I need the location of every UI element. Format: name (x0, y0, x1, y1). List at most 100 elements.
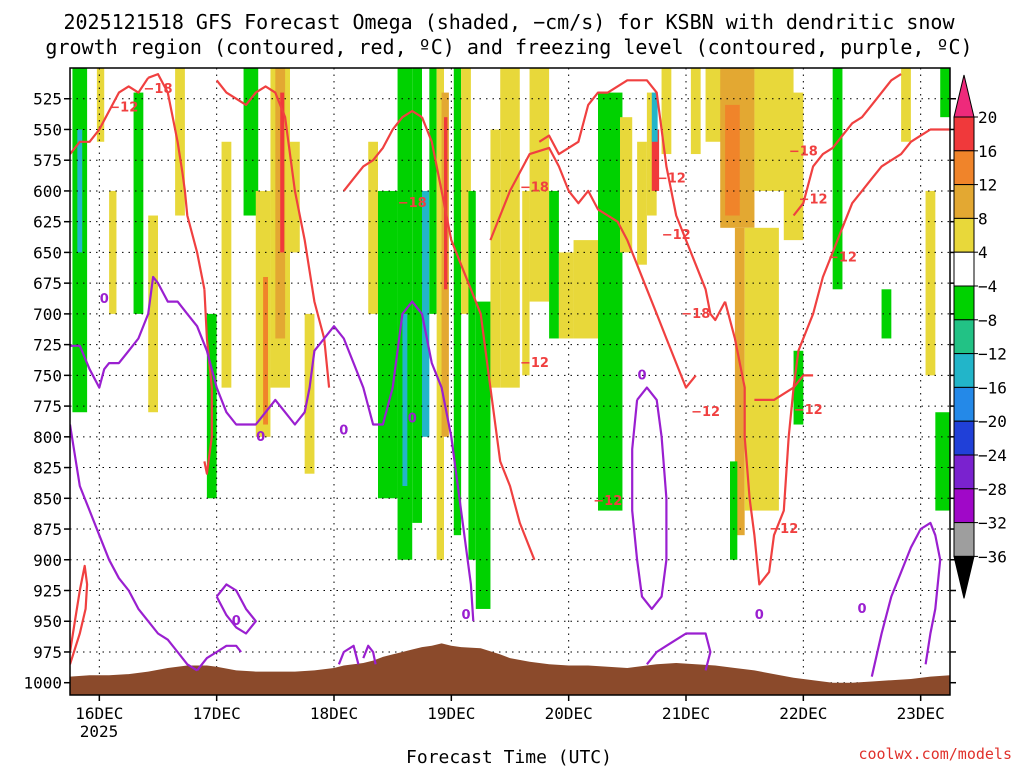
plot-frame (69, 67, 951, 696)
x-tick-label-7: 23DEC (897, 704, 945, 723)
omega-cell-1 (77, 129, 83, 253)
omega-cell-22 (422, 190, 430, 437)
colorbar-swatch-7 (953, 353, 975, 388)
freezing-contour-1 (70, 424, 198, 672)
freezing-label-7: 0 (755, 608, 764, 623)
year-label: 2025 (80, 722, 119, 741)
omega-cell-26 (444, 117, 448, 290)
omega-cell-15 (290, 141, 300, 253)
omega-cell-44 (661, 68, 672, 155)
dgz-label-9: −12 (691, 405, 720, 420)
grid-lines (70, 68, 950, 695)
y-axis: 525 550 575 600 625 650 675 700 725 750 775 800 825 8… (23, 90, 956, 693)
dgz-label-14: −12 (828, 250, 857, 265)
omega-cell-8 (221, 141, 232, 388)
dgz-label-1: −18 (144, 82, 173, 97)
dgz-label-2: −18 (398, 196, 427, 211)
colorbar-label-1: 16 (978, 142, 997, 161)
y-tick-label-17: 950 (33, 612, 62, 631)
colorbar-label-12: −32 (978, 514, 1007, 533)
freezing-label-6: 0 (637, 368, 646, 383)
omega-cell-5 (148, 215, 158, 413)
y-tick-label-0: 525 (33, 90, 62, 109)
dgz-contour-12 (792, 73, 902, 217)
omega-cell-10 (255, 190, 271, 437)
omega-cell-2 (96, 68, 105, 142)
omega-cell-39 (620, 117, 633, 253)
omega-cell-27 (453, 68, 462, 536)
x-tick-label-3: 19DEC (427, 704, 475, 723)
x-tick-label-1: 17DEC (193, 704, 241, 723)
omega-cell-17 (368, 141, 378, 314)
colorbar-swatch-11 (953, 488, 975, 524)
y-tick-label-15: 900 (33, 551, 62, 570)
freezing-label-1: 0 (256, 430, 265, 445)
x-tick-label-6: 22DEC (779, 704, 827, 723)
colorbar-swatch-4 (953, 251, 975, 287)
y-tick-label-13: 850 (33, 489, 62, 508)
colorbar-swatch-8 (953, 386, 975, 422)
colorbar-label-13: −36 (978, 547, 1007, 566)
colorbar-swatch-3 (953, 217, 975, 253)
freezing-contour-0 (70, 275, 475, 622)
dgz-contour-4 (215, 79, 331, 388)
dgz-label-5: −18 (520, 180, 549, 195)
omega-cell-38 (598, 92, 623, 511)
omega-cell-46 (705, 68, 726, 142)
x-tick-label-5: 21DEC (662, 704, 710, 723)
credit-text: coolwx.com/models (858, 745, 1012, 763)
freezing-contour-8 (870, 521, 942, 677)
colorbar-top-triangle (953, 74, 975, 118)
colorbar-label-5: −4 (978, 277, 997, 296)
dgz-contour-8 (607, 214, 697, 389)
dgz-label-8: −18 (681, 307, 710, 322)
omega-cell-43 (651, 92, 658, 142)
freezing-contour-3 (196, 644, 242, 672)
y-tick-label-5: 650 (33, 243, 62, 262)
dgz-contours (70, 73, 950, 665)
y-tick-label-3: 600 (33, 182, 62, 201)
colorbar-label-0: 20 (978, 108, 997, 127)
dgz-contour-9 (538, 79, 727, 322)
dgz-label-0: −12 (109, 100, 138, 115)
omega-cell-49 (734, 227, 745, 536)
dgz-label-13: −12 (799, 193, 828, 208)
freezing-label-2: 0 (339, 424, 348, 439)
freezing-contours (70, 275, 942, 677)
omega-cell-35 (549, 190, 559, 339)
y-tick-label-11: 800 (33, 428, 62, 447)
omega-cell-14 (280, 92, 285, 253)
colorbar-label-8: −16 (978, 378, 1007, 397)
omega-cell-53 (783, 92, 804, 241)
terrain-fill (70, 643, 950, 695)
colorbar-label-9: −20 (978, 412, 1007, 431)
colorbar-bottom-triangle (953, 555, 975, 599)
x-tick-label-4: 20DEC (545, 704, 593, 723)
omega-cell-11 (263, 277, 268, 425)
omega-cell-30 (475, 301, 491, 609)
y-tick-label-16: 925 (33, 582, 62, 601)
dgz-contour-1 (70, 564, 89, 665)
chart-title-line2: growth region (contoured, red, ºC) and f… (45, 35, 972, 59)
omega-cell-48 (725, 104, 740, 216)
dgz-label-7: −12 (662, 228, 691, 243)
y-tick-label-4: 625 (33, 213, 62, 232)
omega-cell-40 (637, 141, 647, 265)
omega-cell-16 (304, 313, 315, 474)
omega-cell-20 (402, 313, 408, 486)
freezing-contour-4 (337, 644, 360, 665)
omega-cell-6 (175, 68, 185, 216)
y-tick-label-6: 675 (33, 274, 62, 293)
omega-cell-56 (881, 289, 892, 339)
omega-cell-4 (133, 92, 144, 314)
dgz-label-10: −12 (769, 522, 798, 537)
y-tick-label-2: 575 (33, 151, 62, 170)
colorbar-swatch-0 (953, 116, 975, 152)
colorbar-swatch-2 (953, 184, 975, 219)
freezing-label-0: 0 (100, 292, 109, 307)
omega-cell-29 (468, 190, 476, 560)
dgz-contour-0 (70, 77, 150, 155)
colorbar-swatch-12 (953, 522, 975, 557)
dgz-contour-7 (489, 146, 609, 241)
